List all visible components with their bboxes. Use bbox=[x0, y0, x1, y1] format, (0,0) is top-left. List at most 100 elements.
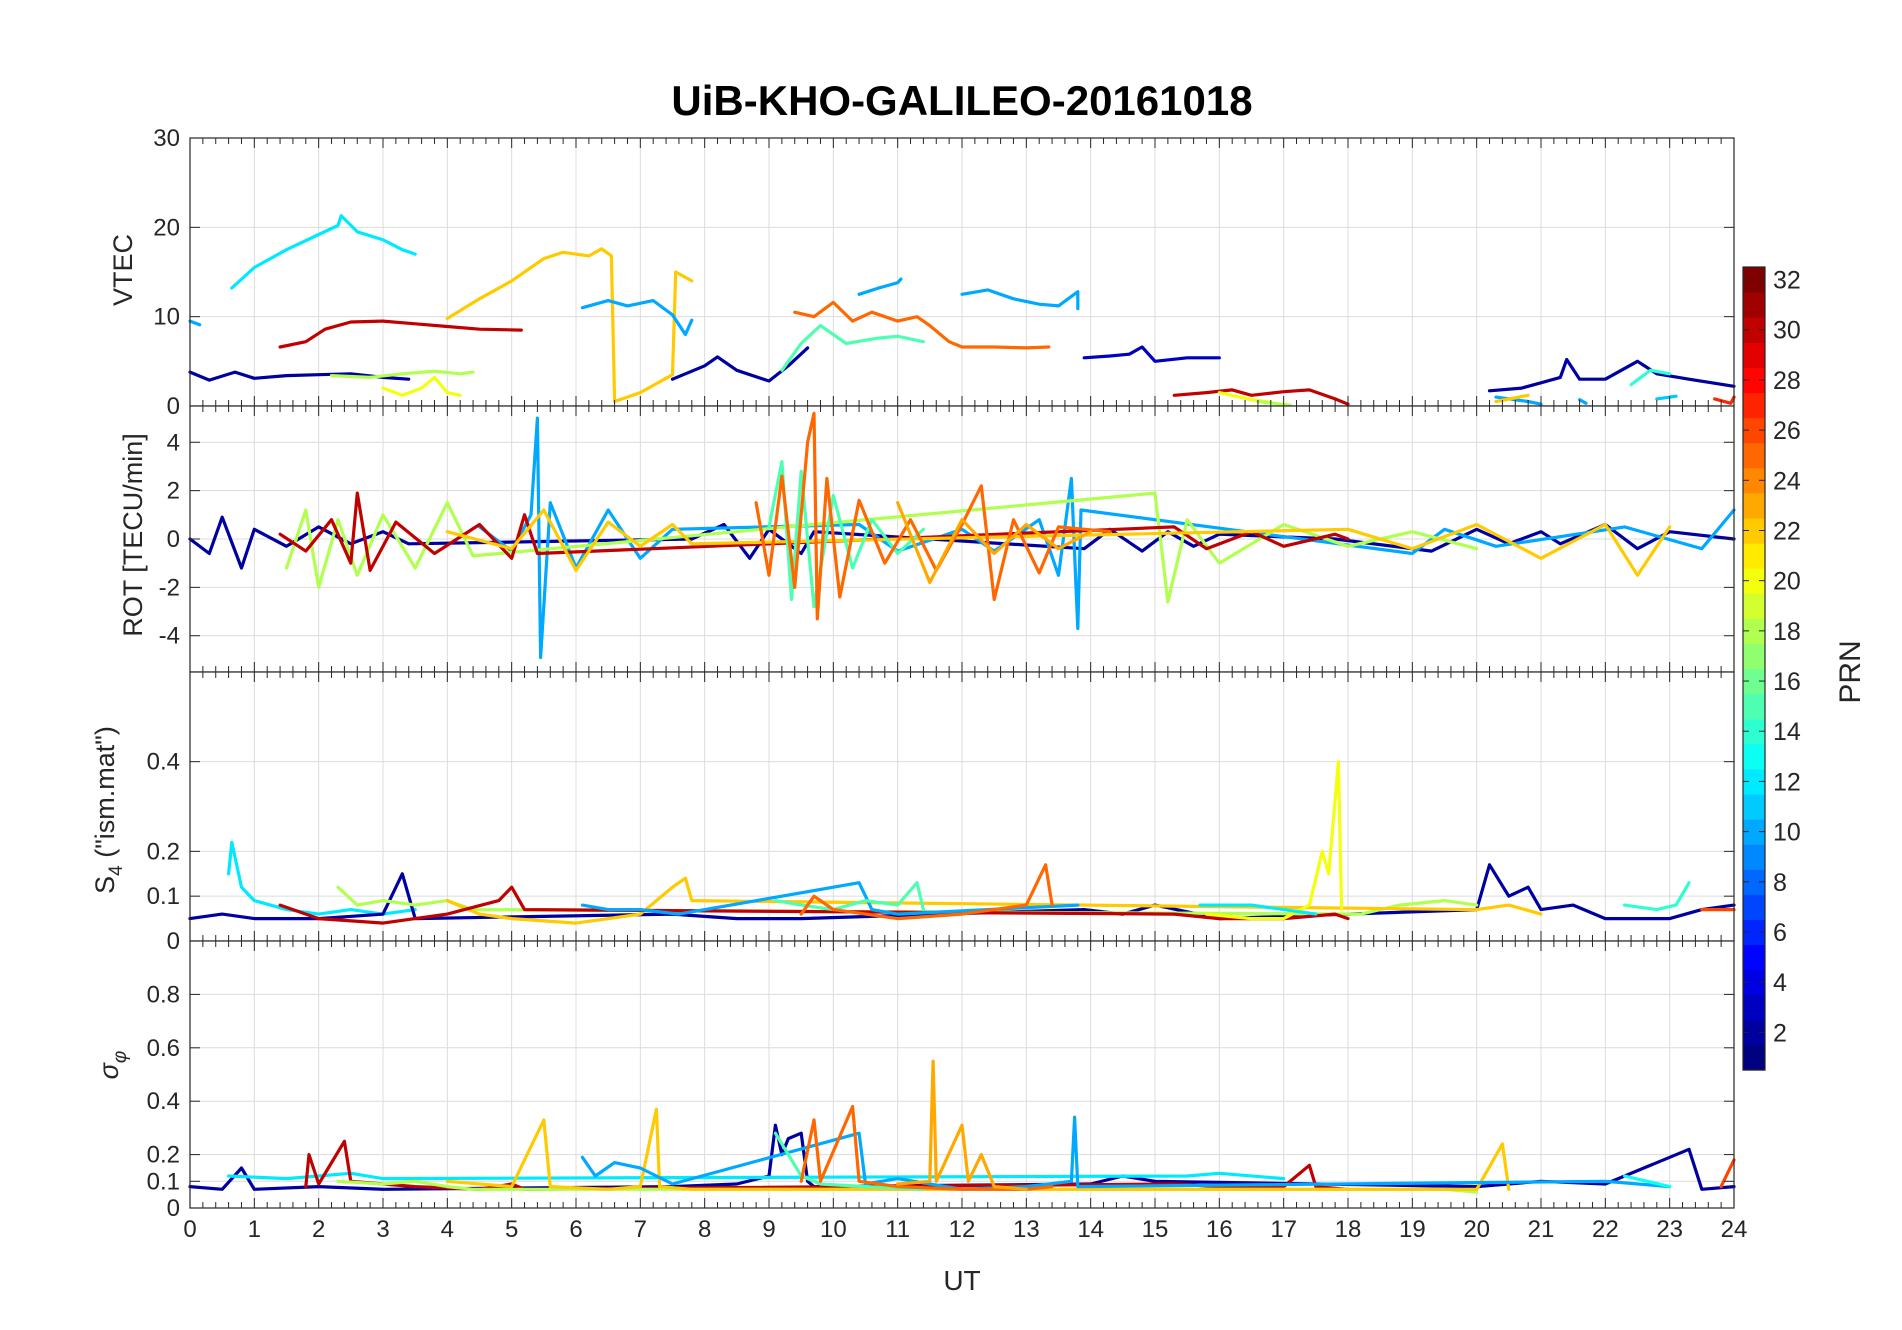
vtec-series-prn27-line bbox=[1713, 395, 1736, 405]
sigma_phi-ytick-label: 0.2 bbox=[147, 1142, 180, 1169]
rot-ytick-label: -4 bbox=[159, 623, 180, 650]
vtec-ytick-label: 0 bbox=[167, 393, 180, 420]
vtec-series-prn22-line bbox=[1494, 393, 1530, 404]
vtec-series-prn12-line bbox=[230, 214, 417, 290]
x-tick-label: 0 bbox=[183, 1216, 196, 1243]
colorbar-bin bbox=[1743, 517, 1765, 544]
vtec-series-prn10-line bbox=[580, 299, 694, 337]
colorbar-tick-label: 22 bbox=[1773, 517, 1801, 545]
colorbar-bin bbox=[1743, 568, 1765, 594]
vtec-series-group bbox=[188, 214, 1736, 407]
colorbar-bin bbox=[1743, 543, 1765, 569]
colorbar-tick-label: 2 bbox=[1773, 1019, 1787, 1047]
colorbar-bin bbox=[1743, 342, 1765, 368]
phi-subscript: φ bbox=[110, 1051, 131, 1063]
rot-ytick-label: -2 bbox=[159, 574, 180, 601]
s4-ylabel-sub: 4 bbox=[106, 865, 127, 876]
x-tick-label: 24 bbox=[1721, 1216, 1748, 1243]
x-tick-label: 13 bbox=[1013, 1216, 1040, 1243]
colorbar-bin bbox=[1743, 317, 1765, 343]
x-tick-label: 6 bbox=[569, 1216, 582, 1243]
vtec-series-prn10-line bbox=[857, 277, 903, 296]
sigma_phi-ytick-label: 0.1 bbox=[147, 1168, 180, 1195]
colorbar-tick-label: 24 bbox=[1773, 467, 1801, 495]
vtec-series-prn18-line bbox=[329, 369, 475, 379]
sigma_phi-series-group bbox=[188, 1059, 1736, 1194]
colorbar-bin bbox=[1743, 367, 1765, 394]
s4-series-prn2-line bbox=[188, 863, 1736, 921]
vtec-series-prn3-line bbox=[1082, 345, 1221, 363]
colorbar-bin bbox=[1743, 718, 1765, 745]
vtec-series-prn30-line bbox=[278, 319, 523, 349]
x-tick-label: 18 bbox=[1335, 1216, 1362, 1243]
colorbar-bin bbox=[1743, 944, 1765, 971]
s4-ylabel-rest: ("ism.mat") bbox=[90, 726, 120, 865]
colorbar-bin bbox=[1743, 994, 1765, 1021]
sigma_phi-ytick-label: 0 bbox=[167, 1195, 180, 1222]
s4-ylabel-s: S bbox=[90, 876, 120, 894]
vtec-series-prn10-line bbox=[1578, 398, 1588, 405]
rot-series-prn22-line bbox=[445, 508, 1672, 577]
rot-series-prn10-line bbox=[477, 416, 1736, 660]
colorbar-tick-label: 16 bbox=[1773, 668, 1801, 696]
x-tick-label: 3 bbox=[376, 1216, 389, 1243]
colorbar-bin bbox=[1743, 467, 1765, 494]
x-tick-label: 19 bbox=[1399, 1216, 1426, 1243]
vtec-series-prn2-line bbox=[1487, 357, 1736, 393]
vtec-series-prn2-line bbox=[670, 346, 810, 383]
sigma_phi-series-prn15-line bbox=[773, 1131, 925, 1191]
sigma-symbol: σ bbox=[94, 1061, 124, 1079]
sigma_phi-panel: 00.10.2 0.4 0.6 0.8 bbox=[147, 940, 1736, 1222]
s4-ylabel: S4 ("ism.mat") bbox=[90, 726, 127, 894]
colorbar-bin bbox=[1743, 292, 1765, 318]
vtec-series-prn18-line bbox=[1256, 399, 1292, 407]
x-tick-label: 11 bbox=[885, 1216, 910, 1243]
colorbar-tick-label: 30 bbox=[1773, 317, 1801, 345]
s4-series-prn10-line bbox=[580, 881, 1080, 916]
sigma_phi-series-prn26-line bbox=[1719, 1158, 1736, 1189]
colorbar-bin bbox=[1743, 593, 1765, 619]
colorbar-bin bbox=[1743, 768, 1765, 795]
x-tick-label: 7 bbox=[634, 1216, 647, 1243]
x-tick-label: 1 bbox=[248, 1216, 261, 1243]
s4-series-prn20-line bbox=[1204, 760, 1344, 921]
rot-series-prn30-line bbox=[278, 491, 1350, 572]
sigma_phi-series-prn10-line bbox=[580, 1115, 1672, 1191]
sigma_phi-series-prn12-line bbox=[227, 1171, 1286, 1181]
colorbar-tick-label: 10 bbox=[1773, 819, 1801, 847]
x-tick-label: 12 bbox=[949, 1216, 976, 1243]
x-tick-label: 4 bbox=[441, 1216, 454, 1243]
x-tick-label: 8 bbox=[698, 1216, 711, 1243]
colorbar-tick-label: 4 bbox=[1773, 969, 1787, 997]
colorbar-tick-label: 12 bbox=[1773, 768, 1801, 796]
colorbar-bin bbox=[1743, 844, 1765, 870]
s4-series-prn12-line bbox=[227, 840, 417, 916]
vtec-series-prn10-line bbox=[188, 319, 202, 327]
colorbar-bin bbox=[1743, 392, 1765, 419]
colorbar-bin bbox=[1743, 793, 1765, 820]
colorbar-bin bbox=[1743, 819, 1765, 845]
s4-series-prn15-line bbox=[773, 881, 925, 912]
rot-ytick-label: 2 bbox=[167, 478, 180, 505]
s4-series-group bbox=[188, 760, 1736, 925]
colorbar-tick-label: 28 bbox=[1773, 367, 1801, 395]
colorbar-bin bbox=[1743, 869, 1765, 895]
x-tick-label: 21 bbox=[1528, 1216, 1555, 1243]
colorbar-frame bbox=[1742, 266, 1766, 1071]
colorbar-tick-label: 6 bbox=[1773, 919, 1787, 947]
x-tick-label: 17 bbox=[1270, 1216, 1297, 1243]
vtec-series-prn14-line bbox=[1629, 368, 1672, 387]
vtec-series-prn22-line bbox=[445, 247, 694, 404]
s4-ticks bbox=[189, 672, 1735, 942]
colorbar-bin bbox=[1743, 417, 1765, 444]
rot-series-prn25-line bbox=[754, 411, 1112, 621]
colorbar-bin bbox=[1743, 643, 1765, 670]
sigma_phi-ytick-label: 0.6 bbox=[147, 1035, 180, 1062]
rot-panel: -4 -2 0 2 4 bbox=[159, 405, 1736, 673]
colorbar-bin bbox=[1743, 693, 1765, 720]
rot-series-group bbox=[188, 411, 1736, 660]
vtec-grid bbox=[189, 137, 1735, 407]
x-tick-label: 2 bbox=[312, 1216, 325, 1243]
x-tick-label: 9 bbox=[762, 1216, 775, 1243]
